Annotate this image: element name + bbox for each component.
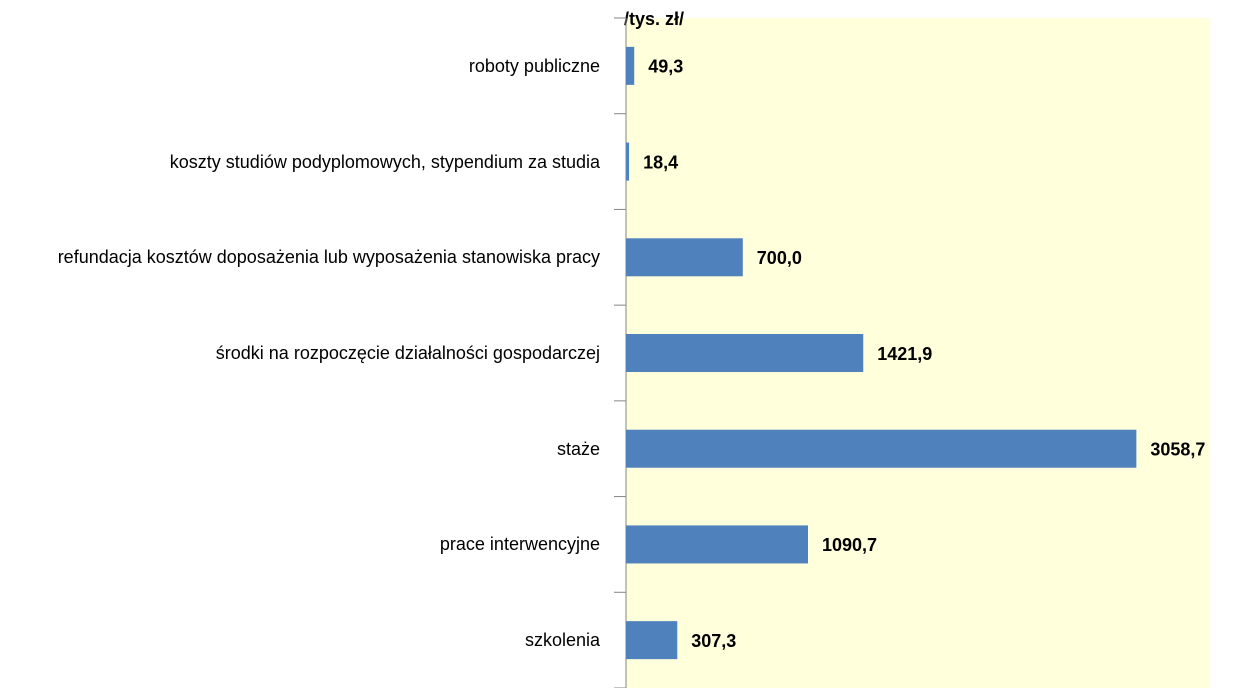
value-label: 1421,9: [877, 344, 932, 364]
y-tick-label: staże: [556, 438, 600, 459]
bar: [626, 429, 1137, 468]
value-label: 700,0: [757, 248, 802, 268]
bar: [626, 334, 864, 372]
y-tick-label: szkolenia: [524, 630, 600, 651]
axis-unit: /tys. zł/: [624, 9, 684, 29]
value-label: 18,4: [643, 152, 678, 172]
bar: [626, 621, 678, 660]
y-tick-label: prace interwencyjne: [439, 534, 600, 555]
bar: [626, 46, 635, 85]
y-tick-label: koszty studiów podyplomowych, stypendium…: [169, 151, 600, 172]
bar: [626, 142, 630, 181]
value-label: 307,3: [691, 631, 736, 651]
bar: [626, 238, 743, 277]
y-tick-label: roboty publiczne: [468, 55, 600, 76]
y-tick-label: refundacja kosztów doposażenia lub wypos…: [57, 247, 600, 268]
value-label: 49,3: [648, 57, 683, 77]
y-tick-label: środki na rozpoczęcie działalności gospo…: [215, 343, 600, 363]
value-label: 3058,7: [1150, 439, 1205, 459]
bar: [626, 525, 808, 564]
value-label: 1090,7: [822, 535, 877, 555]
